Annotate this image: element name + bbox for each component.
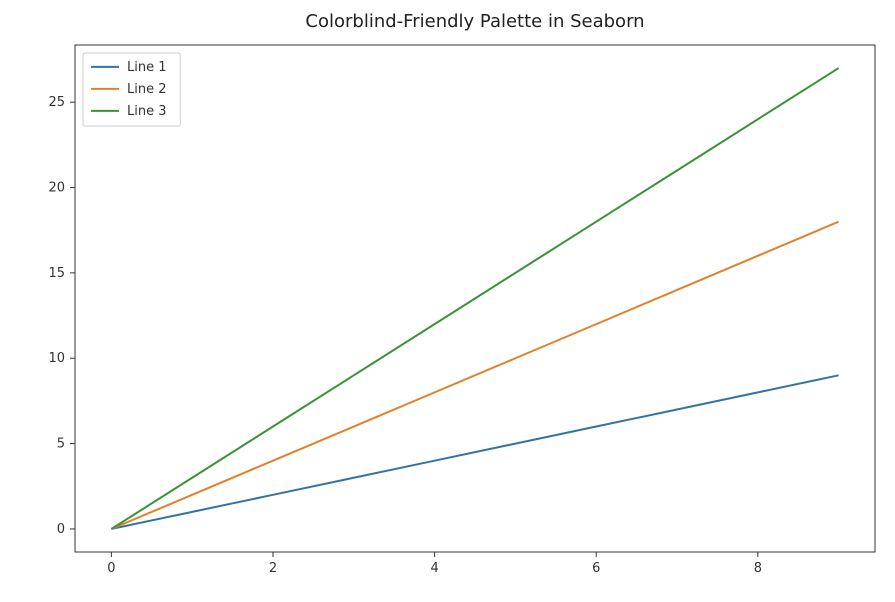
chart-title: Colorblind-Friendly Palette in Seaborn [305,11,644,32]
series-line-1 [111,375,838,529]
y-tick: 25 [48,95,75,110]
y-tick-label: 20 [48,181,65,196]
y-tick: 15 [48,266,75,281]
y-tick-label: 5 [57,437,65,452]
y-tick-label: 15 [48,266,65,281]
x-tick-label: 6 [592,561,600,576]
series-line-3 [111,68,838,529]
x-tick: 0 [107,552,115,576]
y-tick-label: 25 [48,95,65,110]
series-group [111,68,838,529]
x-tick: 2 [269,552,277,576]
x-tick: 8 [754,552,762,576]
y-tick: 0 [57,522,75,537]
line-chart: Colorblind-Friendly Palette in Seaborn 0 2… [0,0,895,602]
y-tick: 20 [48,181,75,196]
y-tick-label: 10 [48,351,65,366]
x-axis: 0 2 4 6 8 [107,552,762,576]
x-tick: 6 [592,552,600,576]
legend-label: Line 1 [127,60,167,75]
x-tick-label: 2 [269,561,277,576]
chart-container: Colorblind-Friendly Palette in Seaborn 0 2… [0,0,895,602]
y-tick-label: 0 [57,522,65,537]
legend-label: Line 2 [127,82,167,97]
y-tick: 5 [57,437,75,452]
x-tick: 4 [430,552,438,576]
legend: Line 1 Line 2 Line 3 [83,53,180,126]
x-tick-label: 4 [430,561,438,576]
x-tick-label: 0 [107,561,115,576]
y-axis: 0 5 10 15 20 25 [48,95,75,537]
x-tick-label: 8 [754,561,762,576]
legend-label: Line 3 [127,104,167,119]
series-line-2 [111,222,838,529]
y-tick: 10 [48,351,75,366]
